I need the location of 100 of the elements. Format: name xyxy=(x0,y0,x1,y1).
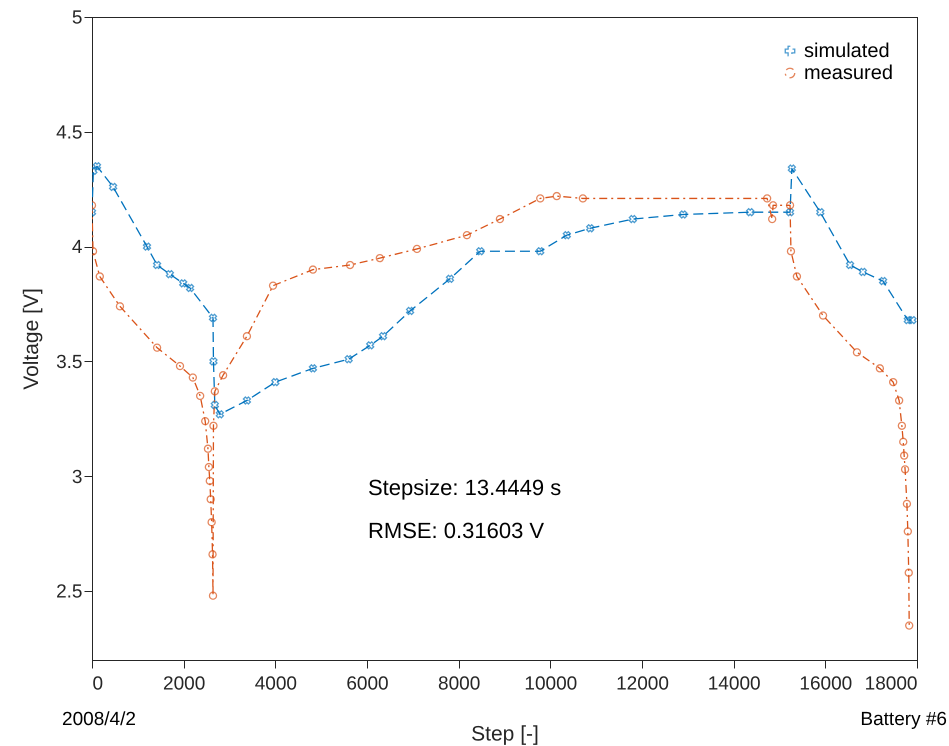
point xyxy=(898,422,906,430)
point xyxy=(846,260,854,270)
point xyxy=(179,279,188,288)
x-tick-label: 2000 xyxy=(163,674,206,694)
point xyxy=(378,332,388,340)
x-tick-label: 14000 xyxy=(708,674,761,694)
point xyxy=(210,387,220,396)
point xyxy=(166,270,174,278)
point xyxy=(96,272,104,281)
point xyxy=(786,247,796,256)
annotation: Stepsize: 13.4449 s xyxy=(368,475,562,500)
point xyxy=(905,621,914,630)
point xyxy=(462,230,472,240)
point xyxy=(152,344,162,352)
annotation: RMSE: 0.31603 V xyxy=(368,518,544,543)
x-tick-label: 8000 xyxy=(438,674,480,694)
point xyxy=(152,260,162,270)
point xyxy=(878,276,888,286)
point xyxy=(142,242,152,251)
y-axis-title: Voltage [V] xyxy=(20,288,44,390)
point xyxy=(816,208,824,216)
point xyxy=(904,527,912,536)
point xyxy=(904,568,913,577)
point xyxy=(116,302,124,311)
point xyxy=(899,438,908,446)
text: Battery #6 xyxy=(860,709,947,730)
x-tick-label: 6000 xyxy=(346,674,389,694)
point xyxy=(762,194,772,203)
x-tick-label: 16000 xyxy=(799,674,852,694)
point xyxy=(536,194,544,203)
point xyxy=(562,231,571,240)
y-tick-label: 3.5 xyxy=(56,352,82,373)
point xyxy=(210,400,219,410)
point xyxy=(446,274,454,283)
point xyxy=(186,284,194,292)
point xyxy=(496,214,504,224)
point xyxy=(308,364,318,373)
point xyxy=(894,396,904,405)
point xyxy=(900,465,910,474)
point xyxy=(204,462,214,472)
point xyxy=(242,332,252,340)
point xyxy=(586,224,594,232)
point xyxy=(208,592,218,600)
point xyxy=(366,341,374,350)
point xyxy=(786,208,794,216)
y-tick-label: 3 xyxy=(72,466,82,488)
point xyxy=(786,201,794,210)
point xyxy=(196,392,204,400)
point xyxy=(242,396,252,405)
point xyxy=(108,182,118,192)
point xyxy=(876,364,884,373)
x-axis-title: Step [-] xyxy=(471,722,539,746)
point xyxy=(768,214,776,224)
point xyxy=(908,316,917,324)
point xyxy=(208,314,218,322)
point xyxy=(536,247,544,256)
x-tick-label: 12000 xyxy=(616,674,669,694)
point xyxy=(209,357,218,366)
point xyxy=(852,348,862,356)
point xyxy=(209,422,218,430)
point xyxy=(207,518,216,526)
point xyxy=(201,416,210,426)
point xyxy=(746,208,754,216)
legend-label: measured xyxy=(804,62,893,84)
point xyxy=(206,476,214,486)
point xyxy=(679,210,688,219)
point xyxy=(768,201,778,210)
x-tick-label: 10000 xyxy=(524,674,578,694)
point xyxy=(218,371,228,380)
point xyxy=(308,265,318,274)
point xyxy=(888,378,898,386)
point xyxy=(904,316,912,324)
point xyxy=(92,162,102,170)
point xyxy=(900,451,908,460)
point xyxy=(628,214,637,224)
point xyxy=(204,444,212,453)
point xyxy=(344,355,353,364)
point xyxy=(412,244,422,254)
x-tick-label: 4000 xyxy=(254,674,297,694)
point xyxy=(578,194,588,203)
point xyxy=(176,362,184,370)
y-tick-label: 2.5 xyxy=(56,582,82,603)
point xyxy=(268,282,278,290)
x-tick-label: 0 xyxy=(92,674,104,694)
legend-label: simulated xyxy=(804,40,890,62)
point xyxy=(406,306,414,316)
point xyxy=(216,410,224,418)
x-tick-label: 18000 xyxy=(864,674,918,694)
point xyxy=(476,247,484,256)
point xyxy=(206,495,215,504)
point xyxy=(208,550,217,559)
y-tick-label: 4.5 xyxy=(56,122,82,144)
point xyxy=(788,164,796,173)
text: 2008/4/2 xyxy=(62,709,136,730)
point xyxy=(346,260,354,270)
y-tick-label: 5 xyxy=(72,8,82,28)
point xyxy=(858,268,868,276)
point xyxy=(552,192,561,200)
point xyxy=(818,311,828,320)
point xyxy=(271,378,280,386)
